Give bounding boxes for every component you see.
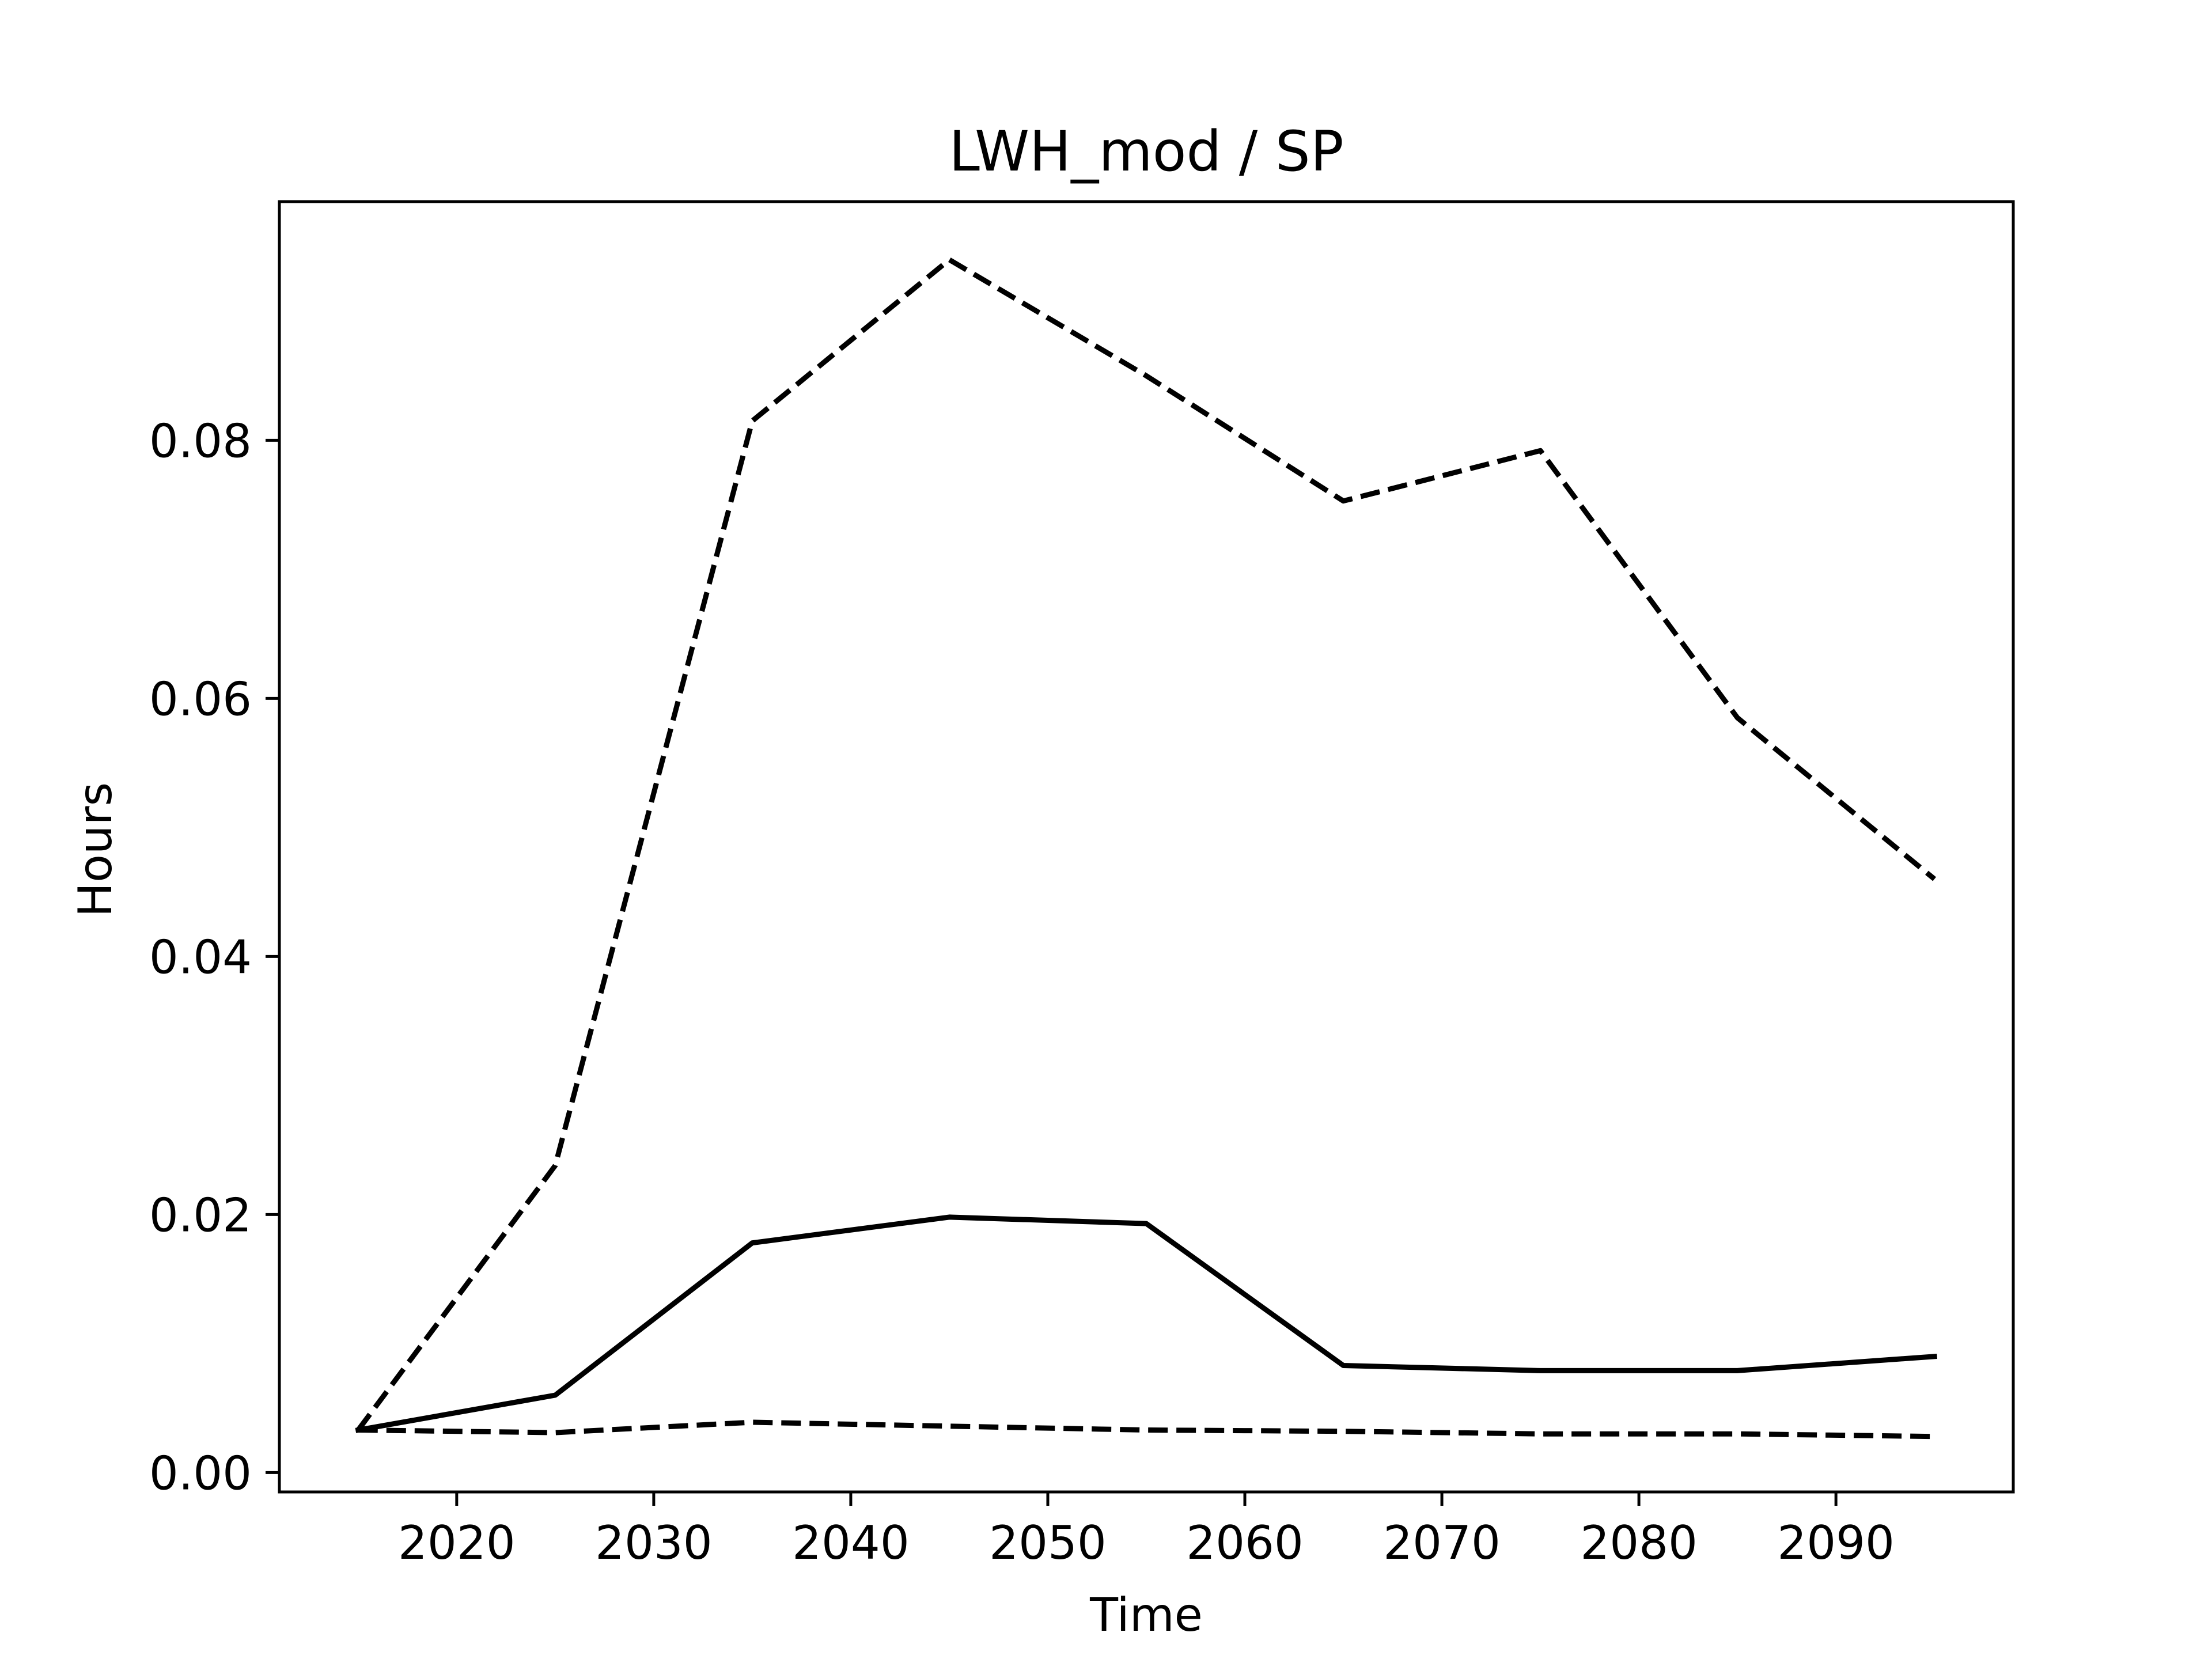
x-tick-label: 2080 <box>1580 1516 1698 1570</box>
y-tick-label: 0.02 <box>149 1188 252 1242</box>
x-tick-label: 2030 <box>595 1516 713 1570</box>
x-axis-label: Time <box>1089 1588 1203 1642</box>
x-tick-label: 2060 <box>1186 1516 1304 1570</box>
series-layer <box>355 257 1938 1440</box>
x-tick-label: 2050 <box>989 1516 1107 1570</box>
y-tick-label: 0.08 <box>149 414 252 468</box>
y-axis-label: Hours <box>69 782 122 917</box>
y-axis-ticks: 0.00 0.02 0.04 0.06 0.08 <box>149 414 279 1500</box>
chart-title: LWH_mod / SP <box>949 119 1343 184</box>
series-line-1 <box>356 257 1937 1432</box>
x-tick-label: 2070 <box>1383 1516 1501 1570</box>
x-tick-label: 2020 <box>398 1516 516 1570</box>
y-tick-label: 0.04 <box>149 930 252 984</box>
plot-frame <box>278 200 2015 1494</box>
x-tick-label: 2090 <box>1777 1516 1895 1570</box>
series-line-2 <box>355 1214 1938 1433</box>
series-line-3 <box>358 1419 1935 1440</box>
x-axis-ticks: 2020 2030 2040 2050 2060 2070 2080 2090 <box>398 1492 1895 1570</box>
x-tick-label: 2040 <box>792 1516 910 1570</box>
y-tick-label: 0.00 <box>149 1446 252 1500</box>
y-tick-label: 0.06 <box>149 672 252 726</box>
